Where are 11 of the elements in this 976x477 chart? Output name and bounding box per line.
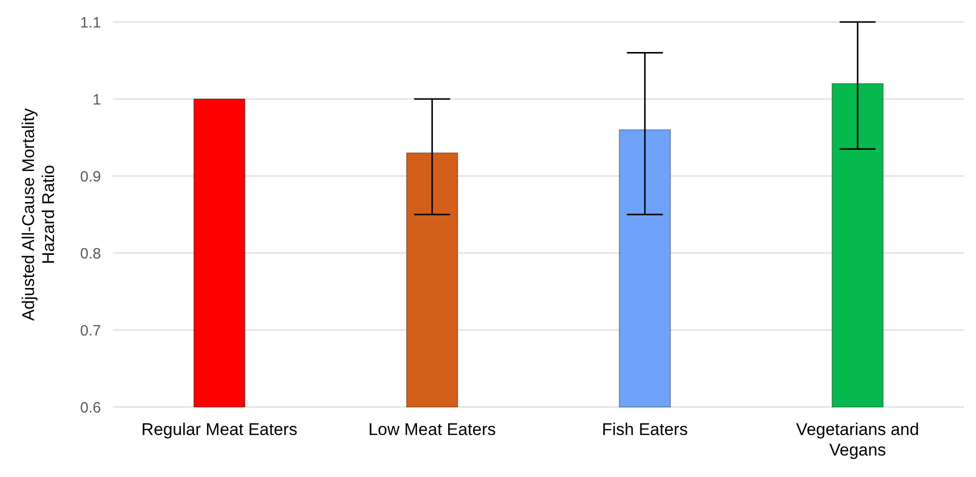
y-axis-title: Adjusted All-Cause Mortality Hazard Ratio <box>18 108 58 321</box>
y-tick-label: 1 <box>92 91 101 108</box>
y-tick-label: 0.6 <box>80 399 101 416</box>
y-tick-label: 1.1 <box>80 14 101 32</box>
x-tick-label: Regular Meat Eaters <box>141 420 298 439</box>
x-tick-label: Low Meat Eaters <box>368 420 496 439</box>
y-tick-label: 0.8 <box>80 245 101 262</box>
x-tick-label: Vegetarians and Vegans <box>796 420 920 460</box>
y-tick-label: 0.9 <box>80 168 101 186</box>
y-tick-label: 0.7 <box>80 322 101 340</box>
x-tick-label: Fish Eaters <box>602 420 688 439</box>
